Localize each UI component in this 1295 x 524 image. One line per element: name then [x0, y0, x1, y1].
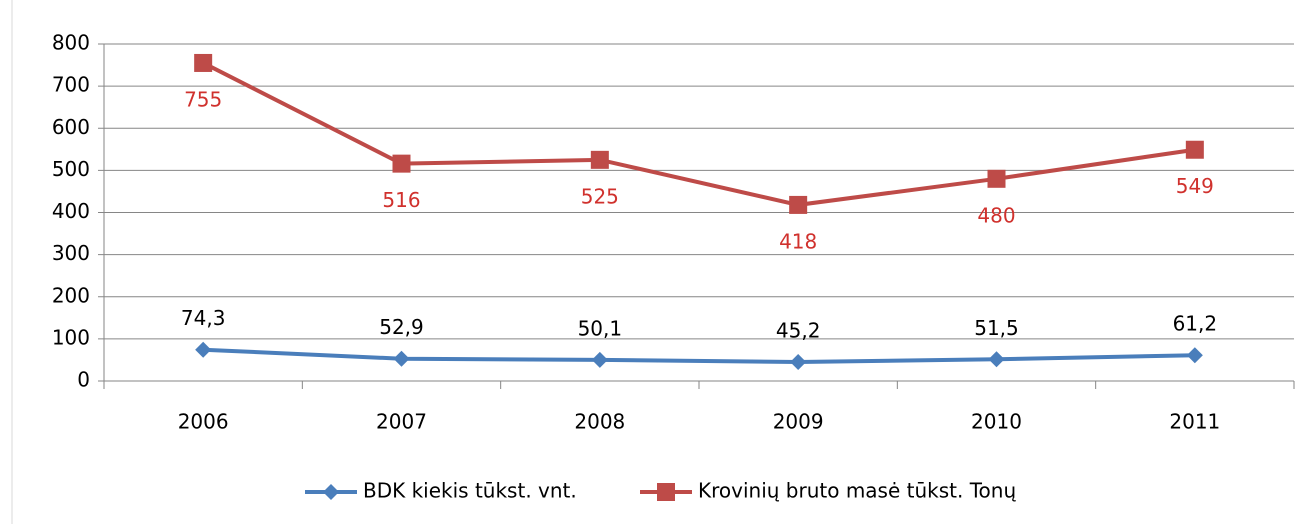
- x-tick-label: 2007: [376, 410, 427, 434]
- y-tick-label: 800: [52, 31, 90, 55]
- marker: [789, 195, 808, 214]
- data-label: 525: [581, 184, 619, 208]
- legend-label: BDK kiekis tūkst. vnt.: [363, 479, 577, 503]
- x-tick-label: 2009: [773, 410, 824, 434]
- marker: [790, 353, 807, 370]
- marker: [590, 150, 609, 169]
- marker: [392, 154, 411, 173]
- y-tick-label: 500: [52, 157, 90, 181]
- marker: [988, 351, 1005, 368]
- marker: [1185, 140, 1204, 159]
- data-label: 61,2: [1173, 312, 1218, 336]
- x-tick-label: 2011: [1169, 410, 1220, 434]
- data-label: 52,9: [379, 315, 424, 339]
- marker: [195, 341, 212, 358]
- x-tick-label: 2010: [971, 410, 1022, 434]
- data-label: 755: [184, 87, 222, 111]
- marker: [987, 169, 1006, 188]
- data-label: 480: [977, 203, 1015, 227]
- y-tick-label: 200: [52, 283, 90, 307]
- data-label: 50,1: [578, 316, 623, 340]
- data-label: 549: [1176, 174, 1214, 198]
- y-tick-label: 600: [52, 115, 90, 139]
- data-label: 418: [779, 229, 817, 253]
- y-tick-label: 700: [52, 73, 90, 97]
- marker: [591, 351, 608, 368]
- marker: [194, 53, 213, 72]
- y-tick-label: 0: [77, 368, 90, 392]
- data-label: 74,3: [181, 306, 226, 330]
- legend-label: Krovinių bruto masė tūkst. Tonų: [698, 479, 1016, 503]
- data-label: 51,5: [974, 316, 1019, 340]
- x-tick-label: 2008: [574, 410, 625, 434]
- series-line: [202, 61, 1196, 207]
- marker: [393, 350, 410, 367]
- series-line: [203, 347, 1195, 364]
- y-tick-label: 400: [52, 199, 90, 223]
- marker: [1186, 347, 1203, 364]
- y-tick-label: 100: [52, 325, 90, 349]
- legend-marker: [323, 484, 339, 500]
- data-label: 516: [382, 188, 420, 212]
- y-tick-label: 300: [52, 241, 90, 265]
- x-tick-label: 2006: [178, 410, 229, 434]
- data-label: 45,2: [776, 318, 821, 342]
- legend-marker: [657, 483, 675, 501]
